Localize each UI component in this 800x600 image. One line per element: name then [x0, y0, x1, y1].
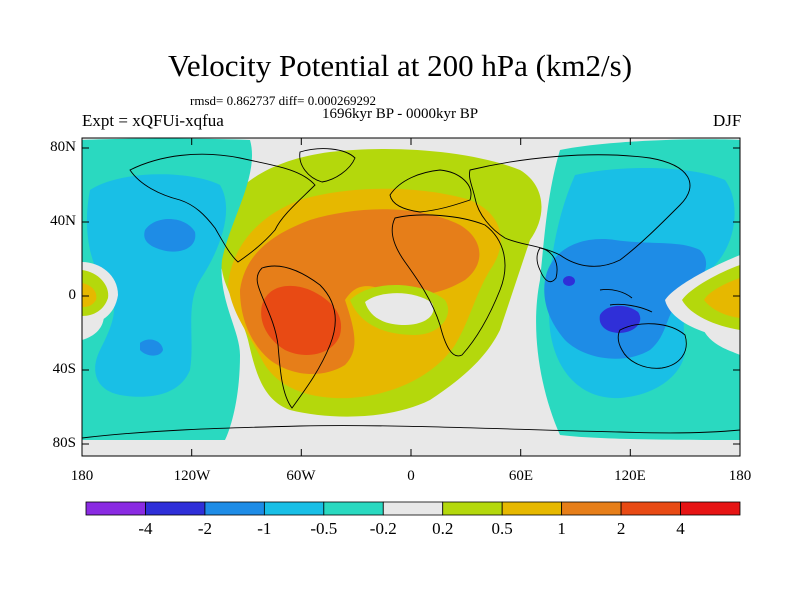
coastlines — [82, 148, 740, 439]
lat-label-0: 0 — [68, 287, 77, 303]
lat-label-40s: 40S — [52, 361, 76, 377]
lon-label-180w: 180 — [70, 468, 94, 484]
colorbar-label: 0.2 — [432, 519, 454, 538]
lat-label-40n: 40N — [50, 213, 76, 229]
positive-level-2 — [261, 285, 342, 355]
lon-label-60w: 60W — [286, 468, 316, 484]
negative-level-1-west — [144, 218, 196, 252]
map-field — [82, 138, 740, 456]
negative-level-1-west-south — [140, 339, 163, 356]
colorbar-label: -1 — [257, 519, 272, 538]
positive-east-edge-core — [704, 278, 740, 318]
lat-label-80n: 80N — [50, 139, 76, 155]
colorbar-label: -0.5 — [310, 519, 338, 538]
lon-label-0: 0 — [407, 468, 415, 484]
lon-label-120w: 120W — [173, 468, 211, 484]
lat-ticks — [82, 147, 740, 445]
positive-west-edge-core — [82, 283, 97, 307]
lat-label-80s: 80S — [52, 435, 76, 451]
period-label: 1696kyr BP - 0000kyr BP — [322, 106, 479, 122]
neutral-atlantic-core — [365, 293, 434, 325]
colorbar-label: 2 — [616, 519, 626, 538]
lon-label-120e: 120E — [614, 468, 646, 484]
negative-level-1-east — [544, 239, 707, 359]
colorbar-label: 1 — [557, 519, 566, 538]
colorbar-label: 0.5 — [491, 519, 513, 538]
negative-level-2-east-small — [563, 276, 575, 286]
lon-ticks — [81, 138, 741, 456]
lon-label-60e: 60E — [508, 468, 534, 484]
colorbar-label: -4 — [138, 519, 153, 538]
stats-line: rmsd= 0.862737 diff= 0.000269292 — [190, 93, 376, 108]
colorbar-label: -2 — [197, 519, 212, 538]
chart-title: Velocity Potential at 200 hPa (km2/s) — [167, 48, 633, 83]
colorbar-label: 4 — [676, 519, 685, 538]
season-label: DJF — [713, 111, 742, 130]
lon-label-180e: 180 — [728, 468, 752, 484]
colorbar-label: -0.2 — [369, 519, 397, 538]
experiment-label: Expt = xQFUi-xqfua — [82, 111, 224, 130]
